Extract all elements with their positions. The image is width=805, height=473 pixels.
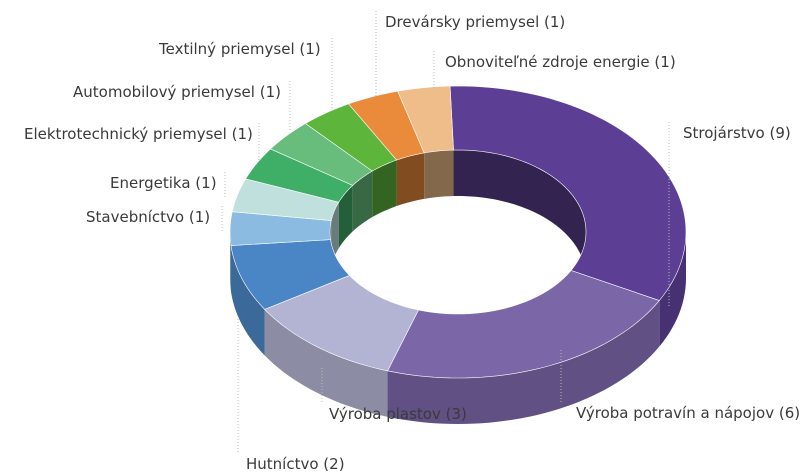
slice-label-0: Strojárstvo (9) bbox=[683, 124, 791, 142]
slice-label-5: Energetika (1) bbox=[110, 174, 217, 192]
outer-wall-0 bbox=[659, 232, 686, 347]
slice-label-7: Automobilový priemysel (1) bbox=[73, 83, 281, 101]
outer-wall-4 bbox=[230, 232, 231, 292]
donut-slices bbox=[229, 85, 687, 379]
slice-labels: Strojárstvo (9) Výroba potravín a nápojov… bbox=[24, 11, 800, 473]
slice-label-1: Výroba potravín a nápojov (6) bbox=[576, 404, 800, 422]
slice-label-6: Elektrotechnický priemysel (1) bbox=[24, 125, 253, 143]
inner-wall-0 bbox=[453, 150, 586, 278]
outer-wall-1 bbox=[387, 300, 660, 424]
donut-outer-walls bbox=[230, 232, 686, 424]
slice-label-10: Obnoviteľné zdroje energie (1) bbox=[445, 53, 676, 71]
slice-label-3: Hutníctvo (2) bbox=[246, 455, 345, 473]
slice-label-4: Stavebníctvo (1) bbox=[86, 208, 210, 226]
slice-label-2: Výroba plastov (3) bbox=[329, 405, 467, 423]
inner-wall-9 bbox=[396, 152, 425, 207]
inner-wall-8 bbox=[372, 160, 397, 218]
slice-label-8: Textilný priemysel (1) bbox=[158, 40, 321, 58]
inner-wall-10 bbox=[424, 150, 454, 199]
slice-label-9: Drevársky priemysel (1) bbox=[385, 13, 565, 31]
donut-inner-walls bbox=[330, 150, 586, 278]
slice-10 bbox=[397, 85, 454, 154]
outer-wall-3 bbox=[230, 245, 265, 356]
outer-wall-2 bbox=[264, 309, 388, 417]
inner-wall-7 bbox=[352, 171, 373, 232]
inner-wall-6 bbox=[338, 185, 353, 249]
